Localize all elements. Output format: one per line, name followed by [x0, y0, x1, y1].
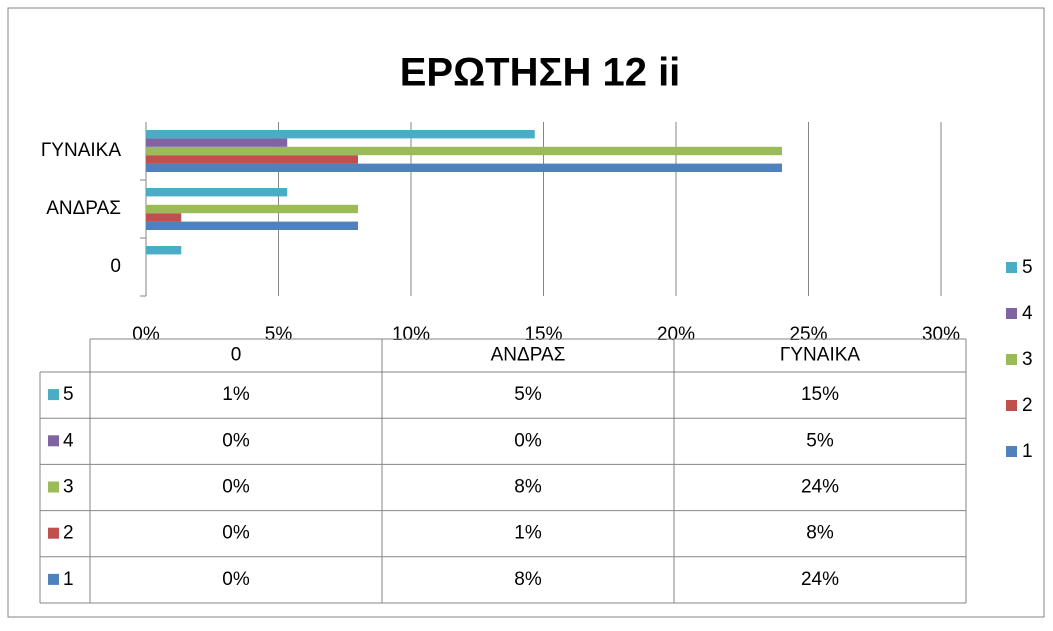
table-cell: 15% [801, 384, 839, 405]
bar [146, 138, 288, 147]
bar [146, 163, 782, 172]
table-swatch [48, 527, 59, 539]
table-header: ΓΥΝΑΙΚΑ [780, 345, 860, 366]
legend-label: 1 [1022, 441, 1033, 462]
table-cell: 0% [222, 477, 250, 498]
table-cell: 0% [222, 430, 250, 451]
x-tick-label: 25% [789, 324, 827, 345]
table-cell: 8% [806, 523, 834, 544]
bar [146, 130, 535, 139]
table-row-label: 5 [63, 384, 74, 405]
table-row-label: 1 [63, 569, 74, 590]
table-swatch [48, 435, 59, 447]
table-cell: 5% [806, 430, 834, 451]
legend-swatch [1006, 354, 1017, 365]
y-tick-label: 0 [110, 256, 121, 277]
table-cell: 1% [222, 384, 250, 405]
chart-title: ΕΡΩΤΗΣΗ 12 ii [400, 51, 681, 95]
table-cell: 8% [514, 569, 542, 590]
table-cell: 1% [514, 523, 542, 544]
table-swatch [48, 573, 59, 585]
legend-swatch [1006, 446, 1017, 457]
y-tick-label: ΓΥΝΑΙΚΑ [41, 140, 121, 161]
bar [146, 204, 358, 214]
legend-label: 2 [1022, 395, 1033, 416]
legend-swatch [1006, 400, 1017, 411]
table-header: 0 [231, 345, 242, 366]
x-tick-label: 15% [524, 324, 562, 345]
bar [146, 188, 288, 197]
table-header: ΑΝΔΡΑΣ [491, 345, 566, 366]
table-cell: 0% [222, 569, 250, 590]
x-tick-label: 20% [657, 324, 695, 345]
table-row-label: 4 [63, 430, 74, 451]
table-cell: 5% [514, 384, 542, 405]
table-cell: 0% [222, 523, 250, 544]
x-tick-label: 10% [392, 324, 430, 345]
bar [146, 246, 182, 255]
legend-label: 3 [1022, 349, 1033, 370]
x-tick-label: 5% [265, 324, 293, 345]
x-tick-label: 0% [132, 324, 160, 345]
bar [146, 155, 358, 164]
legend-label: 5 [1022, 257, 1033, 278]
bar [146, 221, 358, 230]
bar [146, 213, 182, 222]
legend-swatch [1006, 308, 1017, 319]
y-tick-label: ΑΝΔΡΑΣ [46, 198, 121, 219]
x-tick-label: 30% [922, 324, 960, 345]
bar [146, 146, 782, 156]
table-swatch [48, 389, 59, 401]
table-cell: 8% [514, 477, 542, 498]
table-swatch [48, 481, 59, 493]
table-cell: 24% [801, 569, 839, 590]
table-row-label: 3 [63, 477, 74, 498]
legend-label: 4 [1022, 303, 1033, 324]
chart-border [7, 7, 1045, 618]
table-cell: 24% [801, 477, 839, 498]
legend-swatch [1006, 262, 1017, 273]
table-cell: 0% [514, 430, 542, 451]
table-row-label: 2 [63, 523, 74, 544]
